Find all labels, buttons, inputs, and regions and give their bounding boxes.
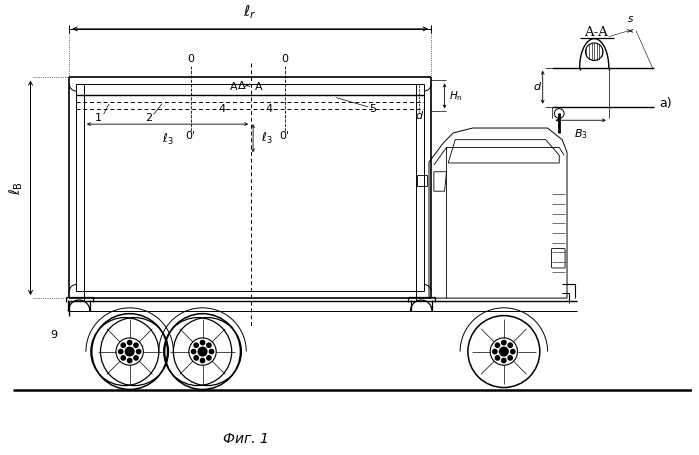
Text: $\ell_3$: $\ell_3$ xyxy=(161,132,173,147)
Circle shape xyxy=(493,349,497,354)
Text: 0': 0' xyxy=(279,131,289,141)
Circle shape xyxy=(136,349,140,354)
Text: s: s xyxy=(628,14,633,24)
Text: $B_3$: $B_3$ xyxy=(574,127,588,141)
Text: 0: 0 xyxy=(282,54,289,64)
Circle shape xyxy=(502,359,506,363)
Circle shape xyxy=(508,356,512,360)
Text: A: A xyxy=(255,82,263,92)
Text: $\Delta$: $\Delta$ xyxy=(237,79,246,91)
Text: 5: 5 xyxy=(369,104,376,114)
Text: 0': 0' xyxy=(185,131,195,141)
Circle shape xyxy=(134,343,138,347)
Text: $\ell_{\rm B}$: $\ell_{\rm B}$ xyxy=(7,181,24,195)
Text: 1: 1 xyxy=(95,113,102,123)
Circle shape xyxy=(201,340,205,345)
Circle shape xyxy=(194,343,199,347)
Text: A-A: A-A xyxy=(584,26,608,39)
Circle shape xyxy=(511,349,515,354)
Text: $\ell_r$: $\ell_r$ xyxy=(243,3,257,21)
Text: 9: 9 xyxy=(50,330,57,340)
Text: A: A xyxy=(230,82,238,92)
Text: 0: 0 xyxy=(187,54,194,64)
Circle shape xyxy=(127,359,132,363)
Circle shape xyxy=(119,349,123,354)
Text: $H_{\rm n}$: $H_{\rm n}$ xyxy=(449,89,463,103)
Circle shape xyxy=(207,356,211,360)
Circle shape xyxy=(194,356,199,360)
Circle shape xyxy=(121,356,125,360)
Text: d: d xyxy=(533,82,540,92)
Circle shape xyxy=(496,343,500,347)
Circle shape xyxy=(127,340,132,345)
Circle shape xyxy=(125,347,134,356)
Circle shape xyxy=(508,343,512,347)
Text: $\ell_3$: $\ell_3$ xyxy=(261,131,273,146)
Circle shape xyxy=(500,347,508,356)
Text: 4: 4 xyxy=(218,104,226,114)
Circle shape xyxy=(210,349,214,354)
Circle shape xyxy=(199,347,207,356)
Circle shape xyxy=(121,343,125,347)
Text: 2: 2 xyxy=(145,113,152,123)
Text: Фиг. 1: Фиг. 1 xyxy=(224,432,269,446)
Text: d: d xyxy=(416,111,423,121)
Circle shape xyxy=(201,359,205,363)
Circle shape xyxy=(192,349,196,354)
Circle shape xyxy=(207,343,211,347)
Circle shape xyxy=(586,43,603,61)
Circle shape xyxy=(134,356,138,360)
Circle shape xyxy=(502,340,506,345)
Text: a): a) xyxy=(659,97,672,110)
Text: 4: 4 xyxy=(265,104,272,114)
Circle shape xyxy=(496,356,500,360)
